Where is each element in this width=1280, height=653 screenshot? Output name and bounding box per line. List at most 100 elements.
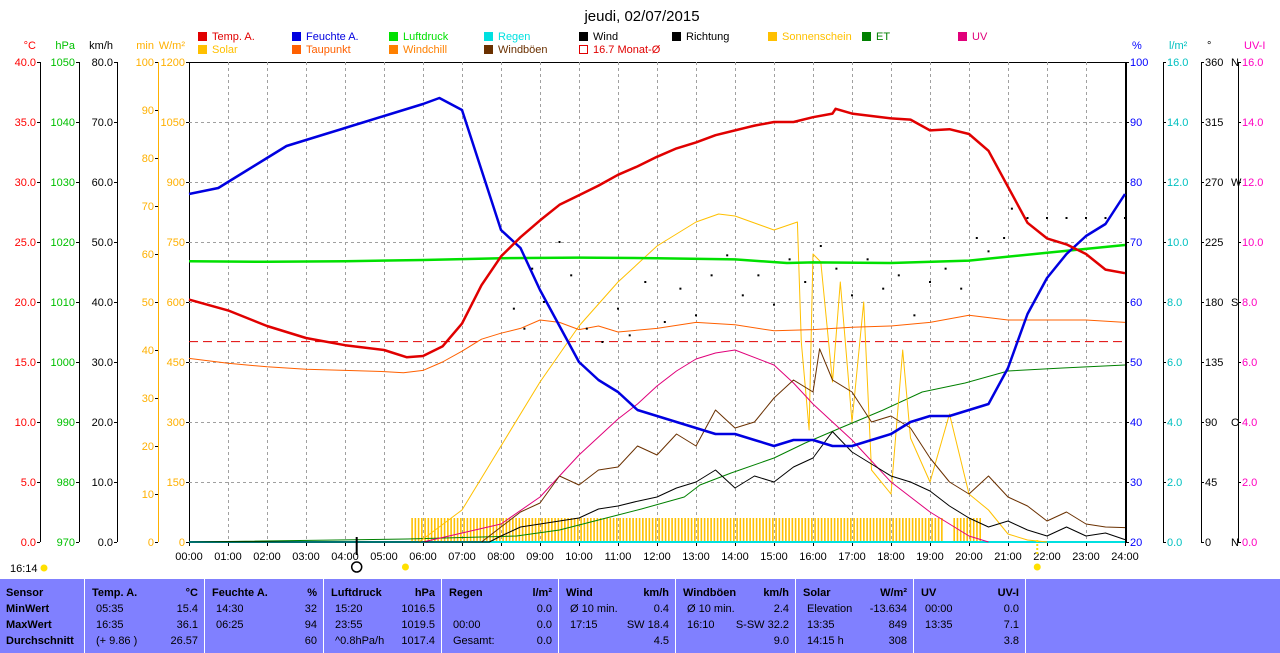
legend-label: Feuchte A.	[306, 31, 359, 43]
sunshine-bar	[437, 518, 439, 542]
wind-direction-point	[1065, 217, 1068, 219]
stats-column-unit: W/m²	[880, 587, 907, 599]
axis-tick-label: 70.0	[92, 117, 113, 129]
sunshine-bar	[651, 518, 654, 542]
stats-value: 308	[888, 635, 907, 647]
axis-tick-label: 70	[142, 201, 154, 213]
axis-tick-label: 8.0	[1167, 297, 1182, 309]
stats-column-unit: km/h	[763, 587, 789, 599]
x-tick-label: 18:00	[877, 551, 905, 563]
sunshine-bar	[486, 518, 488, 542]
sunshine-bar	[959, 518, 962, 542]
series-solar	[418, 213, 1048, 543]
wind-direction-point	[1046, 217, 1048, 219]
sunshine-bar	[463, 518, 465, 542]
legend-swatch	[198, 45, 207, 54]
axis-tick-label: 20.0	[15, 297, 36, 309]
stats-column-unit: %	[307, 587, 317, 599]
axis-tick-label: 1010	[51, 297, 75, 309]
sunshine-bar	[827, 518, 829, 542]
sunshine-bar	[915, 518, 917, 542]
stats-time: 15:20	[335, 603, 363, 615]
wind-direction-point	[1010, 207, 1013, 210]
axis-tick-label: 970	[57, 537, 75, 549]
axis-tick-label: 80	[1130, 177, 1142, 189]
sunshine-bar	[427, 518, 430, 542]
sunshine-bar	[541, 518, 543, 542]
axis-tick-label: 10.0	[1242, 237, 1263, 249]
stats-time: 05:35	[96, 603, 124, 615]
wind-direction-point	[835, 267, 838, 270]
stats-time: 13:35	[807, 619, 835, 631]
x-tick-label: 20:00	[955, 551, 983, 563]
stats-column-title: Luftdruck	[331, 587, 382, 599]
sunshine-bar	[469, 518, 472, 542]
x-tick-label: 04:00	[331, 551, 359, 563]
axis-tick-label: 80	[142, 153, 154, 165]
sunrise-icon	[401, 563, 409, 571]
legend-swatch	[292, 45, 301, 54]
wind-direction-point	[679, 287, 682, 290]
stats-value: 1016.5	[401, 603, 435, 615]
axis-tick-label: 4.0	[1167, 417, 1182, 429]
stats-time: Ø 10 min.	[570, 603, 618, 615]
stats-column-unit: hPa	[414, 587, 435, 599]
sunshine-bar	[583, 518, 586, 542]
sunshine-bar	[482, 518, 485, 542]
axis-tick-label: 14.0	[1167, 117, 1188, 129]
stats-value: 26.57	[170, 635, 198, 647]
sunshine-bar	[785, 518, 787, 542]
axis-tick-label: 15.0	[15, 357, 36, 369]
stats-time: 13:35	[925, 619, 953, 631]
wind-direction-point	[1104, 217, 1107, 219]
stats-time: (+ 9.86 )	[96, 635, 138, 647]
wind-direction-point	[512, 307, 515, 310]
sunshine-bar	[866, 518, 868, 542]
axis-unit-label: hPa	[55, 40, 75, 52]
sunshine-bar	[820, 518, 823, 542]
wind-direction-point	[882, 287, 885, 290]
axis-tick-label: 60	[142, 249, 154, 261]
stats-value: 4.5	[653, 635, 669, 647]
legend-label: Windchill	[403, 44, 447, 56]
axis-tick-label: 900	[167, 177, 185, 189]
wind-direction-point	[1026, 217, 1029, 219]
direction-label: N	[1231, 537, 1239, 549]
axis-tick-label: 20	[142, 441, 154, 453]
wind-direction-point	[819, 245, 822, 247]
stats-value: 1017.4	[401, 635, 435, 647]
stats-column-title: Temp. A.	[92, 587, 138, 599]
sunshine-bar	[681, 518, 683, 542]
axis-tick-label: 30	[142, 393, 154, 405]
stats-value: 0.0	[536, 619, 552, 631]
sunshine-bar	[889, 518, 891, 542]
stats-column-title: Feuchte A.	[212, 587, 268, 599]
wind-direction-point	[897, 274, 900, 277]
axis-tick-label: 6.0	[1242, 357, 1257, 369]
sunshine-bar	[956, 518, 959, 542]
axis-tick-label: 60.0	[92, 177, 113, 189]
legend-swatch	[958, 32, 967, 41]
sunshine-bar	[674, 518, 677, 542]
axis-tick-label: 0.0	[1242, 537, 1257, 549]
x-tick-label: 23:00	[1072, 551, 1100, 563]
stats-column-title: Wind	[566, 587, 593, 599]
stats-column-title: Windböen	[683, 587, 737, 599]
series-uv	[422, 349, 989, 543]
sunshine-bar	[755, 518, 758, 542]
sunshine-bar	[687, 518, 690, 542]
sunshine-bar	[921, 518, 924, 542]
stats-value: 15.4	[176, 603, 198, 615]
sunshine-bar	[716, 518, 719, 542]
sunshine-bar	[742, 518, 745, 542]
wind-direction-point	[523, 327, 526, 330]
sunshine-bar	[421, 518, 423, 542]
axis-tick-label: 100	[136, 57, 154, 69]
sunshine-bar	[547, 518, 550, 542]
axis-tick-label: 0	[1205, 537, 1211, 549]
stats-value: 2.4	[773, 603, 789, 615]
wind-direction-point	[960, 287, 963, 290]
axis-tick-label: 1000	[51, 357, 75, 369]
sunshine-bar	[953, 518, 955, 542]
legend-swatch	[292, 32, 301, 41]
